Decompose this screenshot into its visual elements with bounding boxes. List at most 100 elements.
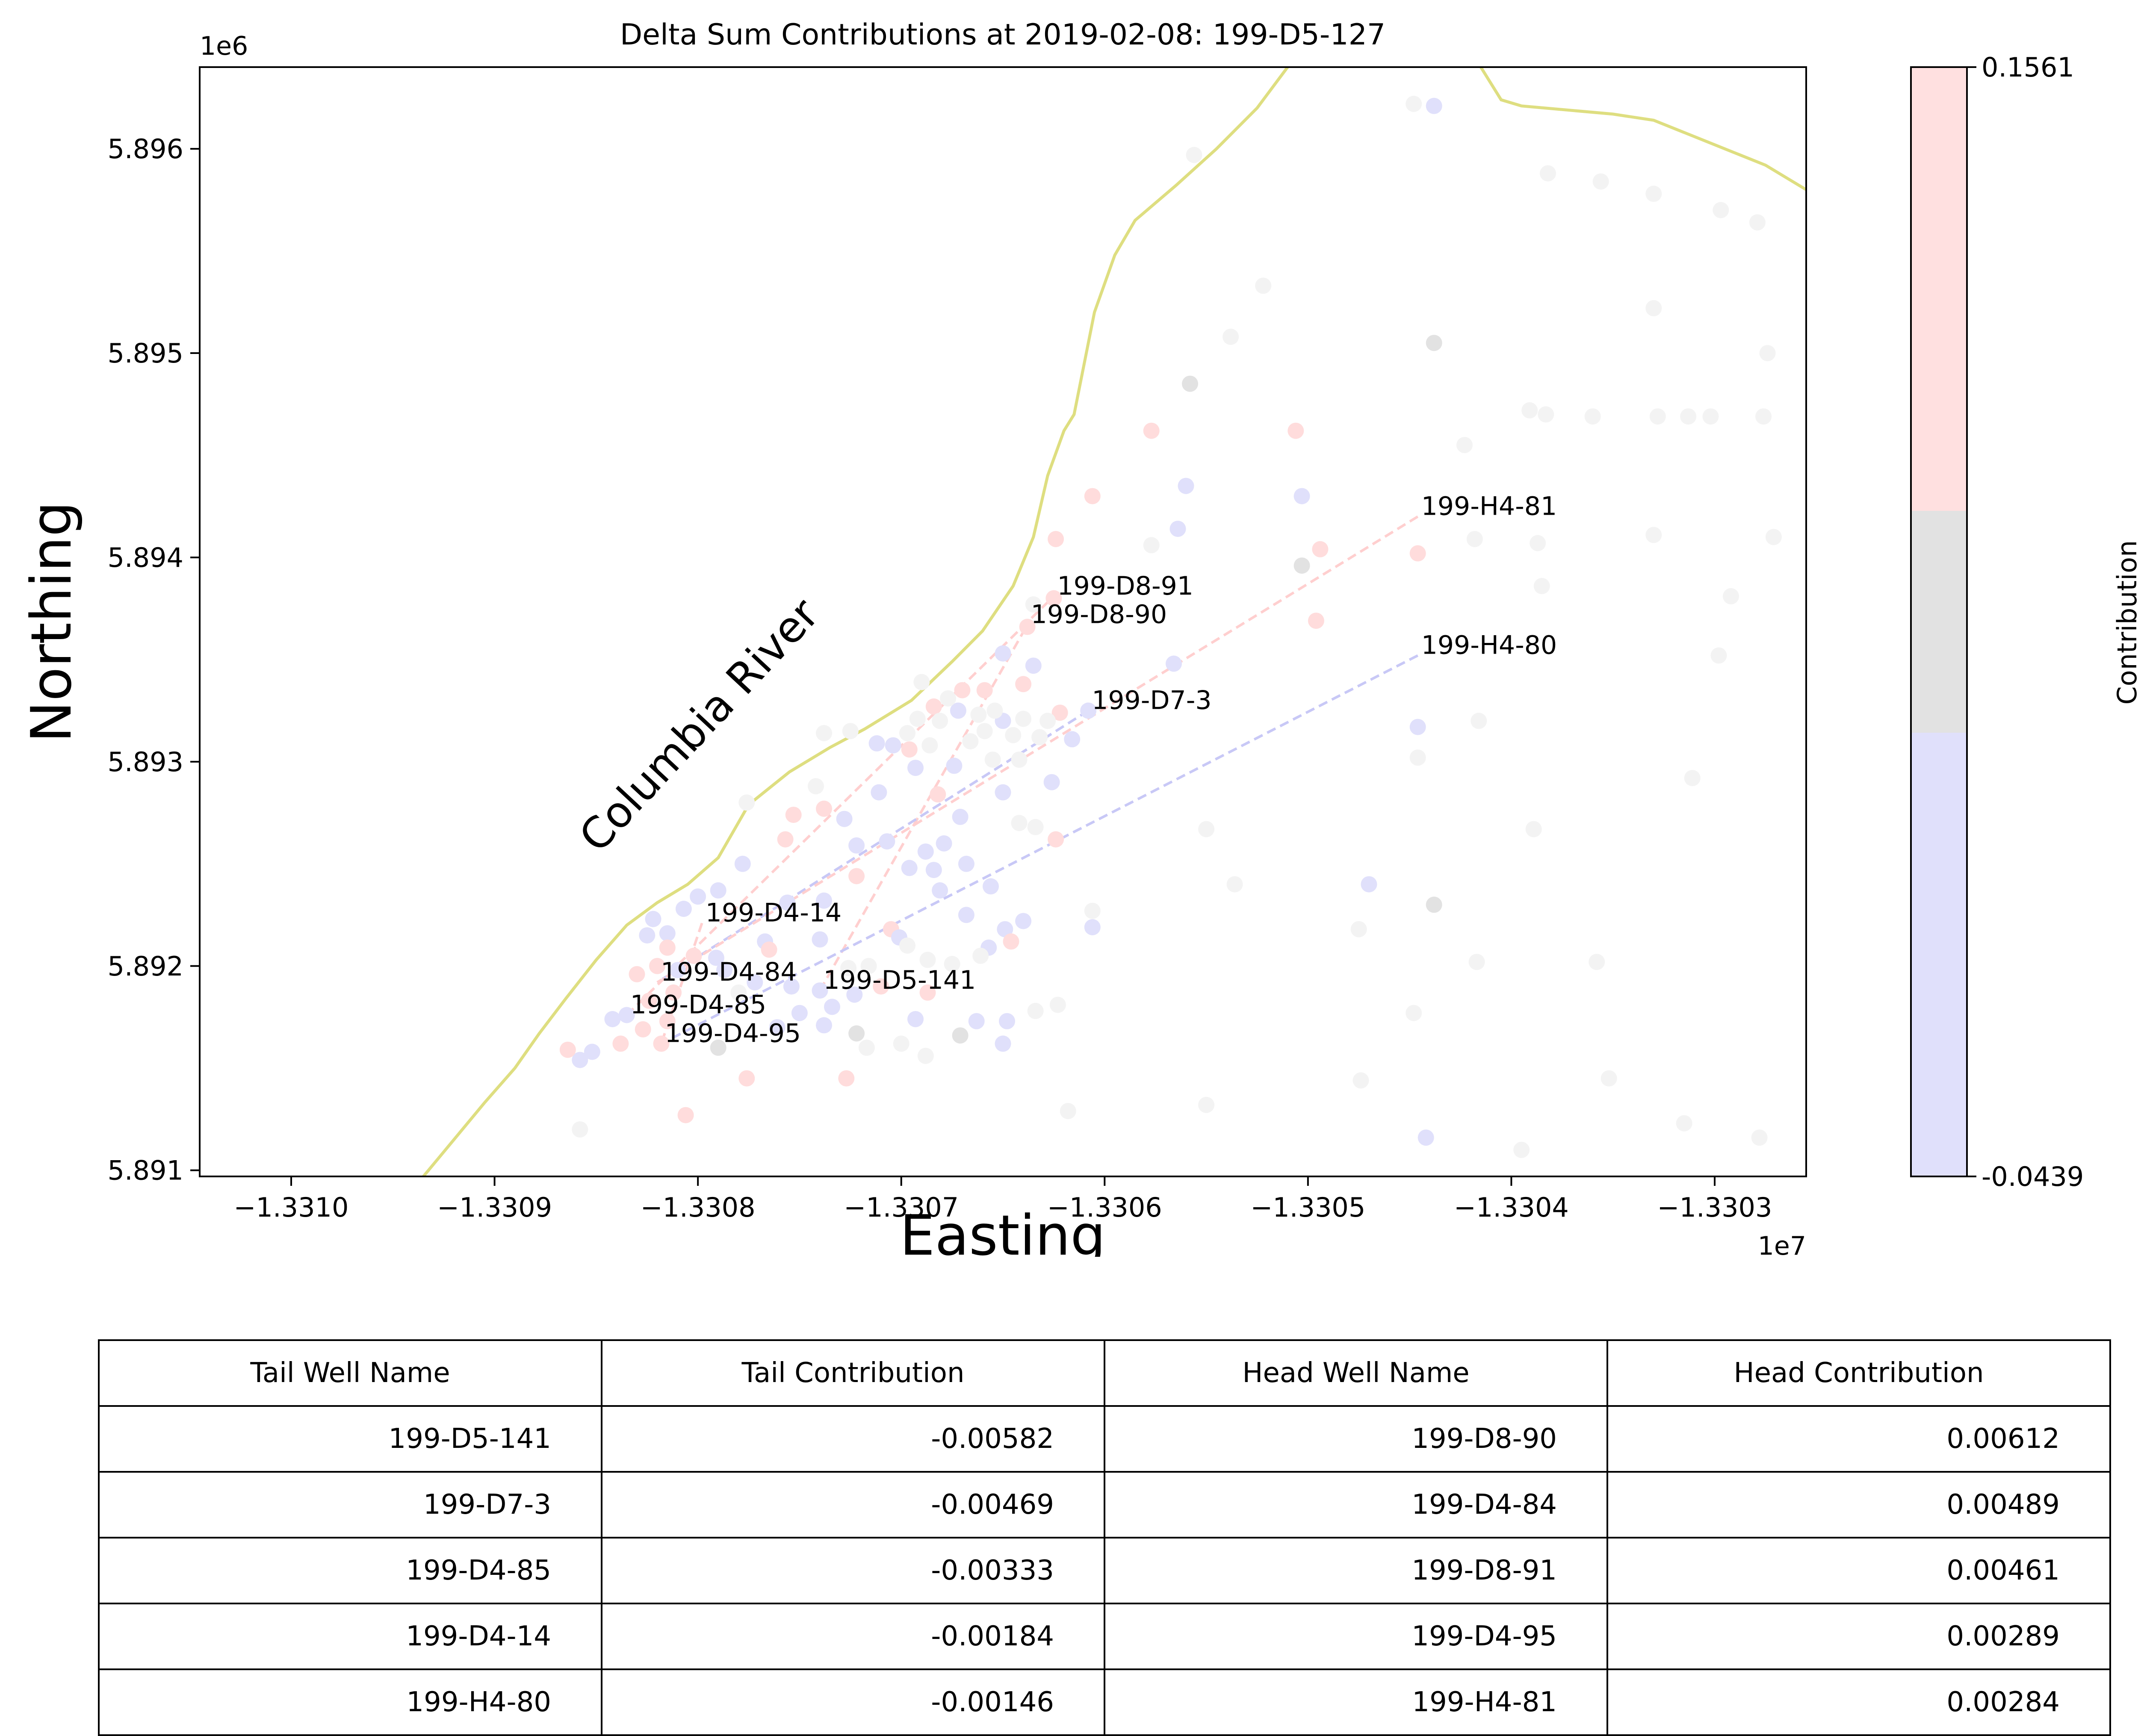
data-point: [873, 978, 889, 995]
data-point: [783, 978, 800, 995]
data-point: [665, 984, 682, 1001]
data-point: [917, 1048, 934, 1064]
data-point: [919, 952, 936, 968]
data-point: [997, 921, 1013, 937]
data-point: [1005, 727, 1022, 743]
data-point: [1468, 954, 1485, 970]
data-point: [1456, 437, 1473, 454]
data-point: [1011, 752, 1028, 768]
data-point: [1226, 876, 1243, 893]
data-point: [572, 1052, 588, 1068]
head-well-name-cell: 199-D8-90: [1104, 1405, 1608, 1473]
data-point: [1015, 710, 1032, 727]
pair-line: [818, 624, 1029, 991]
data-point: [1080, 702, 1097, 719]
tail-well-name-cell: 199-D4-85: [98, 1537, 602, 1604]
data-point: [913, 674, 930, 690]
data-point: [812, 982, 828, 999]
data-point: [1525, 821, 1542, 837]
data-point: [1084, 919, 1101, 935]
data-point: [645, 911, 661, 927]
data-point: [946, 757, 963, 774]
well-label: 199-D4-14: [706, 898, 842, 928]
data-point: [1684, 770, 1701, 787]
data-point: [871, 784, 887, 801]
data-point: [925, 862, 942, 878]
data-point: [824, 999, 840, 1015]
data-point: [1027, 1002, 1044, 1019]
data-point: [1521, 402, 1538, 419]
header-tail-well-name: Tail Well Name: [98, 1339, 602, 1407]
tail-well-name-cell: 199-D7-3: [98, 1471, 602, 1539]
data-point: [1409, 545, 1426, 562]
well-label: 199-D5-141: [824, 965, 976, 995]
data-point: [1060, 1103, 1076, 1120]
data-point: [899, 725, 915, 741]
data-point: [917, 843, 934, 860]
data-point: [885, 737, 901, 754]
data-point: [808, 778, 824, 795]
x-tick-label: −1.3307: [844, 1192, 959, 1223]
data-point: [907, 1011, 924, 1027]
data-point: [1143, 422, 1160, 439]
data-point: [1352, 1072, 1369, 1089]
data-point: [1064, 731, 1081, 748]
header-head-well-name: Head Well Name: [1104, 1339, 1608, 1407]
table-row: 199-H4-80 -0.00146 199-H4-81 0.00284: [98, 1668, 2111, 1736]
table-row: 199-D4-14 -0.00184 199-D4-95 0.00289: [98, 1603, 2111, 1670]
data-point: [1048, 531, 1064, 547]
data-point: [1084, 488, 1101, 504]
well-label: 199-D7-3: [1092, 685, 1211, 715]
data-point: [1645, 186, 1662, 202]
data-point: [1406, 1005, 1422, 1021]
data-point: [816, 800, 832, 817]
data-point: [909, 710, 926, 727]
data-point: [976, 723, 993, 740]
data-point: [659, 925, 676, 942]
data-point: [659, 939, 676, 956]
data-point: [612, 1035, 629, 1052]
data-point: [848, 868, 865, 884]
data-point: [1409, 749, 1426, 766]
data-point: [958, 907, 975, 923]
head-contribution-cell: 0.00284: [1606, 1668, 2111, 1736]
data-point: [618, 1007, 635, 1023]
data-point: [1601, 1070, 1617, 1087]
data-point: [1538, 406, 1554, 423]
data-point: [669, 962, 686, 979]
data-point: [983, 878, 999, 895]
data-point: [653, 1035, 670, 1052]
data-point: [893, 1035, 910, 1052]
data-point: [779, 894, 796, 911]
data-point: [1223, 328, 1239, 345]
data-point: [572, 1121, 588, 1138]
data-point: [1084, 902, 1101, 919]
table-row: 199-D7-3 -0.00469 199-D4-84 0.00489: [98, 1471, 2111, 1539]
data-point: [901, 860, 918, 876]
data-point: [629, 966, 645, 982]
data-point: [1048, 831, 1064, 848]
chart-title: Delta Sum Contributions at 2019-02-08: 1…: [620, 18, 1385, 52]
data-point: [710, 882, 726, 899]
plot-frame: [199, 66, 1807, 1177]
data-point: [842, 723, 859, 740]
data-point: [785, 807, 802, 823]
y-offset-label: 1e6: [200, 31, 248, 61]
data-point: [1025, 657, 1042, 674]
head-well-name-cell: 199-D8-91: [1104, 1537, 1608, 1604]
header-tail-contribution: Tail Contribution: [601, 1339, 1105, 1407]
data-point: [769, 1019, 786, 1036]
data-point: [584, 1043, 600, 1060]
well-label: 199-D8-91: [1057, 571, 1193, 601]
data-point: [999, 1013, 1015, 1029]
data-point: [1759, 345, 1776, 362]
data-point: [685, 947, 702, 964]
y-axis-ticks: 5.891 5.892 5.893 5.894 5.895 5.896: [108, 133, 200, 1186]
data-point: [1049, 996, 1066, 1013]
river-line: [1479, 67, 1806, 191]
data-point: [1426, 97, 1442, 114]
data-point: [962, 733, 979, 750]
colorbar-band: [1911, 733, 1967, 1176]
x-tick-label: −1.3308: [641, 1192, 756, 1223]
data-point: [1713, 202, 1729, 218]
